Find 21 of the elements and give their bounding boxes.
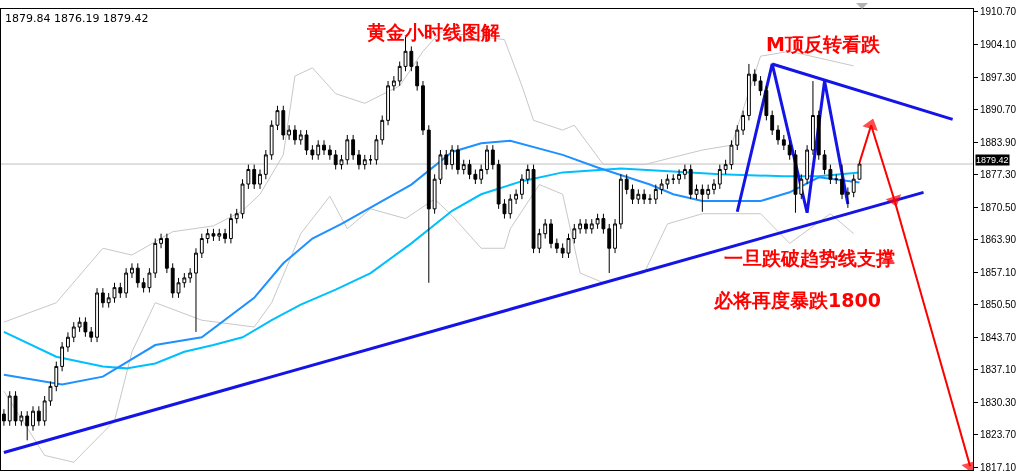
annotation: 1879.84 1876.19 1879.42 xyxy=(5,12,149,25)
annotation: 黄金小时线图解 xyxy=(366,21,500,43)
y-tick-label: 1850.50 xyxy=(980,299,1017,311)
annotation: 必将再度暴跌1800 xyxy=(713,289,881,311)
y-tick-label: 1823.70 xyxy=(980,429,1017,441)
y-tick-label: 1863.90 xyxy=(980,234,1017,245)
y-tick-label: 1870.50 xyxy=(980,201,1017,213)
y-tick-label: 1883.90 xyxy=(980,136,1017,148)
y-tick-label: 1830.30 xyxy=(980,397,1017,409)
y-tick-label: 1877.30 xyxy=(980,168,1017,180)
y-tick-label: 1837.10 xyxy=(980,364,1017,376)
y-tick-label: 1890.70 xyxy=(980,103,1017,115)
y-tick-label: 1910.70 xyxy=(980,6,1017,18)
y-tick-label: 1904.10 xyxy=(980,38,1017,50)
y-tick-label: 1817.10 xyxy=(980,461,1017,473)
ref-line-label: 1879.42 xyxy=(976,155,1009,165)
y-tick-label: 1897.30 xyxy=(980,71,1017,83)
y-tick-label: 1843.70 xyxy=(980,332,1017,344)
y-tick-label: 1857.10 xyxy=(980,267,1017,279)
annotation: 一旦跌破趋势线支撑 xyxy=(724,247,895,269)
annotation: M顶反转看跌 xyxy=(766,33,881,55)
